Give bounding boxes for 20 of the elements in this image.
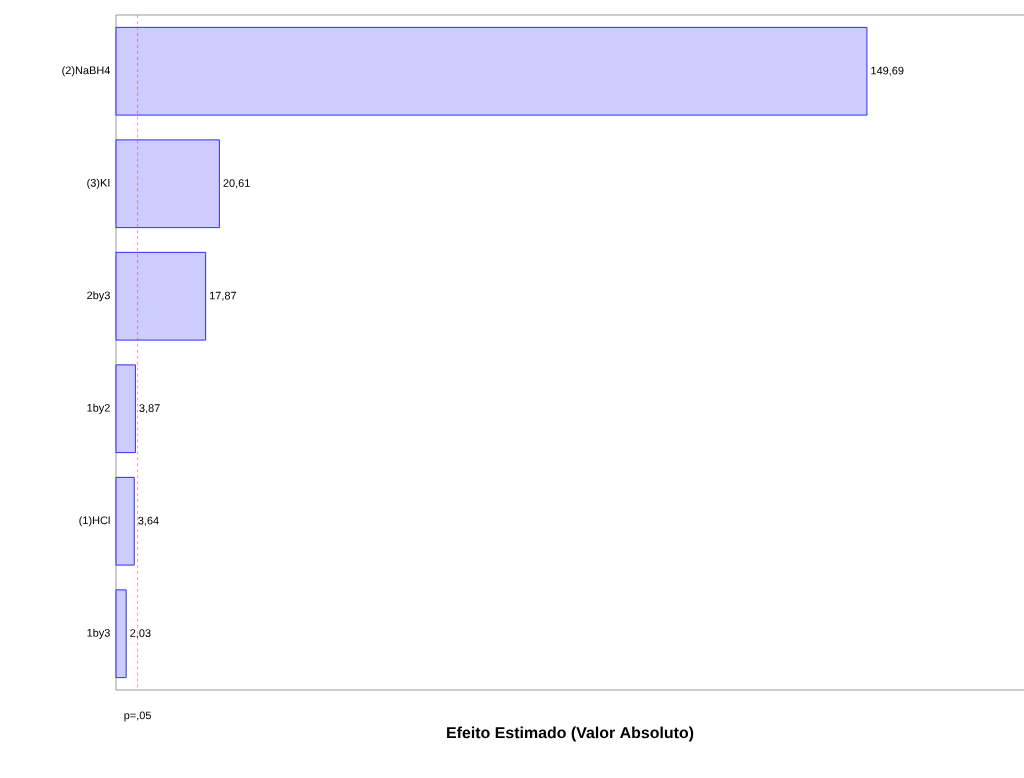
ref-line-label: p=,05 <box>124 711 151 722</box>
y-tick-label: 1by3 <box>87 628 110 639</box>
data-label: 3,64 <box>138 516 159 526</box>
bar <box>115 476 135 566</box>
data-label: 17,87 <box>210 291 237 301</box>
y-tick-label: 1by2 <box>87 403 110 414</box>
bar <box>115 26 868 116</box>
y-tick-label: (2)NaBH4 <box>62 66 111 77</box>
y-tick-label: (1)HCl <box>79 516 110 527</box>
y-tick-label: 2by3 <box>87 291 110 302</box>
bar <box>115 251 207 341</box>
bar <box>115 364 136 454</box>
bar <box>115 139 220 229</box>
y-tick-label: (3)KI <box>87 178 110 189</box>
bar <box>115 589 127 679</box>
data-label: 2,03 <box>130 629 151 639</box>
x-axis-title: Efeito Estimado (Valor Absoluto) <box>447 726 694 742</box>
data-label: 149,69 <box>871 66 904 76</box>
data-label: 20,61 <box>223 179 250 189</box>
data-label: 3,87 <box>139 404 160 414</box>
